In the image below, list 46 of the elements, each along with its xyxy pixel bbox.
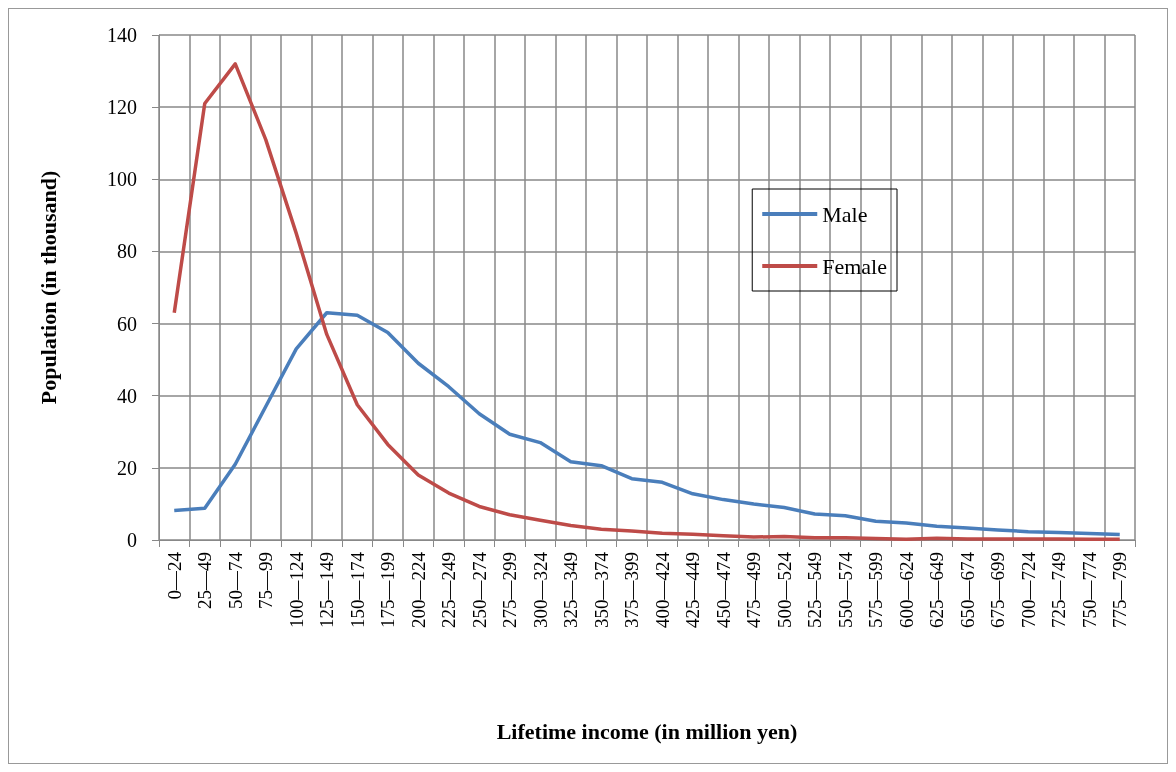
x-tick-label: 225—249 (438, 552, 460, 628)
x-tick-label: 625—649 (926, 552, 948, 628)
x-tick-label: 375—399 (621, 552, 643, 628)
y-tick-label: 20 (117, 456, 137, 479)
y-tick-label: 80 (117, 240, 137, 263)
x-tick-label: 400—424 (651, 551, 673, 628)
y-tick-label: 140 (107, 24, 137, 46)
line-series (172, 62, 1122, 542)
x-tick-label: 200—224 (407, 551, 429, 628)
x-tick-label: 0—24 (163, 551, 185, 600)
x-tick-label: 250—274 (468, 551, 490, 628)
x-tick-label: 600—624 (895, 551, 917, 628)
x-tick-label: 550—574 (834, 551, 856, 628)
y-tick-label: 120 (107, 96, 137, 119)
y-tick-label: 100 (107, 168, 137, 191)
x-tick-label: 500—524 (773, 551, 795, 628)
y-tick-label: 40 (117, 384, 137, 407)
x-tick-label: 675—699 (987, 552, 1009, 628)
y-tick-label: 60 (117, 312, 137, 335)
legend-label: Female (822, 253, 888, 279)
x-tick-label: 475—499 (743, 552, 765, 628)
y-tick-label: 0 (127, 529, 137, 551)
x-tick-label: 650—674 (956, 551, 978, 628)
x-tick-label: 275—299 (499, 552, 521, 628)
x-tick-label: 725—749 (1048, 552, 1070, 628)
legend-label: Male (822, 201, 868, 227)
line-series (172, 311, 1122, 537)
x-tick-label: 750—774 (1078, 551, 1100, 628)
x-tick-label: 175—199 (377, 552, 399, 628)
x-tick-label: 100—124 (285, 551, 307, 628)
x-tick-label: 300—324 (529, 551, 551, 628)
y-axis-title: Population (in thousand) (35, 170, 61, 405)
x-tick-label: 525—549 (804, 552, 826, 628)
x-tick-label: 325—349 (560, 552, 582, 628)
x-tick-label: 700—724 (1017, 551, 1039, 628)
x-tick-label: 25—49 (194, 552, 216, 609)
x-tick-label: 75—99 (255, 552, 277, 609)
x-tick-label: 50—74 (224, 551, 246, 609)
x-tick-label: 425—449 (682, 552, 704, 628)
x-tick-label: 150—174 (346, 551, 368, 628)
x-tick-label: 350—374 (590, 551, 612, 628)
x-tick-label: 450—474 (712, 551, 734, 628)
x-tick-label: 125—149 (316, 552, 338, 628)
x-tick-label: 775—799 (1109, 552, 1131, 628)
x-axis-title: Lifetime income (in million yen) (496, 718, 798, 744)
x-tick-label: 575—599 (865, 552, 887, 628)
